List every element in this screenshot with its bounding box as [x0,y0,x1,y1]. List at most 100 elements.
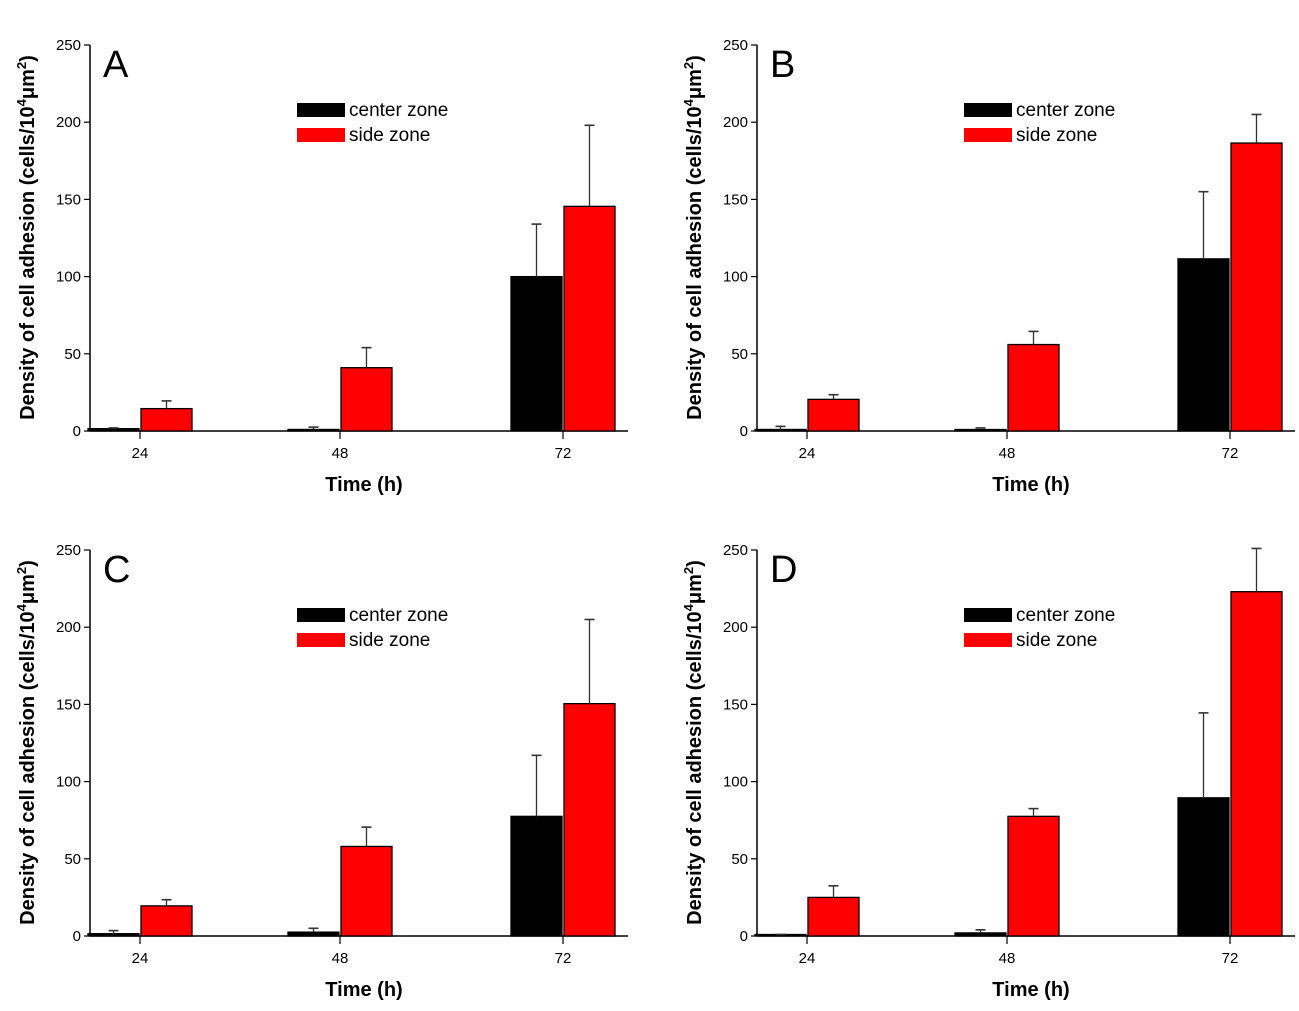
x-tick-label: 72 [1222,445,1239,462]
y-axis-title-ylabel-sup1: 4 [681,98,696,106]
panel-letter: C [103,549,130,591]
legend-label: center zone [349,100,448,121]
legend-label: center zone [1016,605,1115,626]
y-axis-title-ylabel: Density of cell adhesion (cells/10 [684,106,706,419]
x-tick-label: 72 [555,445,572,462]
x-axis-title: Time (h) [992,474,1069,496]
bar-center-zone-72h [510,275,563,432]
bar-center-zone-24h [87,428,140,432]
legend-swatch-side-zone [297,633,345,647]
x-axis-title: Time (h) [992,979,1069,1001]
y-axis-title-ylabel-sup1: 4 [14,603,29,611]
y-axis-title-ylabel-sup2: 2 [681,567,696,574]
y-tick-label: 0 [740,423,748,440]
y-tick-label: 0 [73,423,81,440]
x-tick-label: 24 [132,445,149,462]
legend-swatch-center-zone [297,608,345,622]
bar-center-zone-48h [287,931,340,937]
y-tick-label: 150 [723,191,748,208]
y-tick-label: 100 [56,269,81,286]
y-axis-title: Density of cell adhesion (cells/104μm2) [14,560,39,925]
bar-center-zone-24h [754,428,807,432]
x-tick-label: 72 [555,950,572,967]
y-tick-label: 200 [723,114,748,131]
y-axis-title-ylabel-sup2: 2 [14,62,29,69]
y-axis-title-ylabel: Density of cell adhesion (cells/10 [17,106,39,419]
y-axis-title-ylabel-mid: μm [684,69,706,99]
legend: center zone side zone [964,100,1115,146]
y-axis-title-ylabel-end: ) [17,55,39,62]
y-tick-label: 200 [56,619,81,636]
x-tick-label: 48 [999,950,1016,967]
bar-center-zone-48h [287,428,340,432]
bar-center-zone-72h [510,815,563,937]
y-tick-label: 50 [64,851,81,868]
y-axis-title-ylabel: Density of cell adhesion (cells/10 [17,611,39,924]
x-axis-title: Time (h) [325,474,402,496]
legend-label: center zone [349,605,448,626]
y-tick-label: 250 [56,37,81,54]
y-tick-label: 250 [723,542,748,559]
legend-swatch-side-zone [964,128,1012,142]
bar-side-zone-72h [563,205,616,432]
x-tick-label: 48 [332,445,349,462]
y-axis-title-ylabel-sup1: 4 [681,603,696,611]
y-tick-label: 150 [56,696,81,713]
panel-letter: B [770,44,795,86]
y-tick-label: 250 [56,542,81,559]
y-axis-title-ylabel-sup1: 4 [14,98,29,106]
y-tick-label: 0 [740,928,748,945]
y-axis-title-ylabel-sup2: 2 [681,62,696,69]
y-axis-title: Density of cell adhesion (cells/104μm2) [681,55,706,420]
x-tick-label: 24 [799,445,816,462]
panel-letter: D [770,549,797,591]
legend-swatch-center-zone [297,103,345,117]
legend-swatch-side-zone [964,633,1012,647]
y-tick-label: 50 [731,851,748,868]
x-tick-label: 72 [1222,950,1239,967]
legend-label: side zone [349,125,430,146]
legend: center zone side zone [297,605,448,651]
legend-swatch-side-zone [297,128,345,142]
bar-side-zone-24h [140,407,193,432]
bar-center-zone-72h [1177,797,1230,937]
legend-swatch-center-zone [964,608,1012,622]
y-tick-label: 50 [731,346,748,363]
bar-side-zone-24h [807,896,860,937]
y-axis-title-ylabel-end: ) [684,55,706,62]
legend: center zone side zone [964,605,1115,651]
y-axis-title-ylabel-mid: μm [684,574,706,604]
y-tick-label: 100 [56,774,81,791]
x-tick-label: 24 [799,950,816,967]
bar-center-zone-48h [954,428,1007,432]
y-tick-label: 200 [723,619,748,636]
y-tick-label: 150 [56,191,81,208]
x-tick-label: 48 [999,445,1016,462]
legend-label: side zone [1016,125,1097,146]
legend: center zone side zone [297,100,448,146]
y-axis-title: Density of cell adhesion (cells/104μm2) [681,560,706,925]
y-axis-title-ylabel-end: ) [17,560,39,567]
x-tick-label: 24 [132,950,149,967]
bar-side-zone-48h [340,367,393,432]
bar-side-zone-48h [1007,343,1060,432]
bar-side-zone-24h [807,398,860,432]
legend-label: center zone [1016,100,1115,121]
y-axis-title-ylabel: Density of cell adhesion (cells/10 [684,611,706,924]
y-tick-label: 100 [723,774,748,791]
y-tick-label: 50 [64,346,81,363]
bar-side-zone-48h [340,845,393,937]
y-tick-label: 0 [73,928,81,945]
bar-side-zone-72h [1230,142,1283,432]
y-tick-label: 100 [723,269,748,286]
x-axis-title: Time (h) [325,979,402,1001]
y-axis-title-ylabel-mid: μm [17,69,39,99]
y-tick-label: 150 [723,696,748,713]
y-axis-title-ylabel-sup2: 2 [14,567,29,574]
y-tick-label: 200 [56,114,81,131]
